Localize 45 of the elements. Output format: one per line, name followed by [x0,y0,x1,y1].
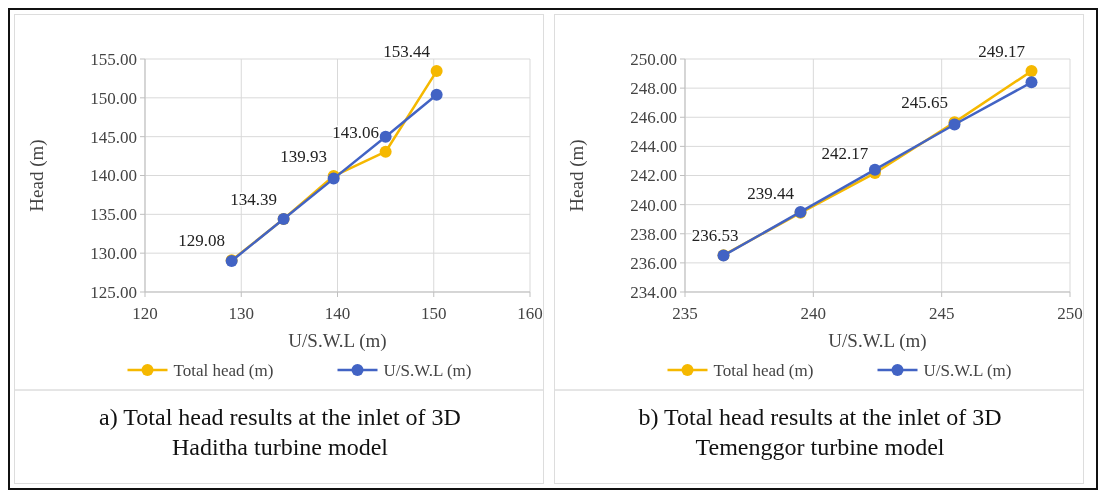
y-tick-label: 250.00 [630,49,677,69]
y-tick-label: 150.00 [90,88,137,108]
x-tick-label: 240 [800,304,827,323]
y-tick-label: 236.00 [630,253,677,273]
data-label: 129.08 [178,231,225,251]
legend-label: U/S.W.L (m) [383,360,472,380]
data-label: 245.65 [901,93,948,113]
y-tick-label: 140.00 [90,166,137,186]
data-label: 236.53 [691,226,739,246]
x-tick-label: 130 [228,304,254,323]
x-tick-label: 120 [132,304,158,323]
data-label: 153.44 [383,42,431,62]
x-axis-title: U/S.W.L (m) [828,330,927,352]
x-axis-title: U/S.W.L (m) [288,330,387,352]
x-tick-label: 140 [324,304,351,323]
y-tick-label: 240.00 [630,195,677,215]
y-tick-label: 130.00 [90,244,137,264]
x-tick-label: 160 [517,304,543,323]
legend-label: Total head (m) [173,360,274,380]
y-axis-title: Head (m) [566,139,588,212]
data-label: 134.39 [230,190,277,210]
y-tick-label: 248.00 [630,79,677,99]
x-tick-label: 250 [1057,304,1083,323]
y-tick-label: 242.00 [630,166,677,186]
x-tick-label: 150 [421,304,447,323]
y-tick-label: 155.00 [90,49,137,69]
text: b) Total head results at the inlet of 3D Temenggor turbine model [638,404,1002,460]
legend-label: U/S.W.L (m) [923,360,1012,380]
data-label: 239.44 [747,183,795,203]
data-label: 249.17 [978,42,1026,62]
data-label: 143.06 [332,122,379,142]
data-label: 139.93 [280,147,328,167]
text: a) Total head results at the inlet of 3D Haditha turbine model [99,404,461,460]
x-tick-label: 245 [928,304,955,323]
y-tick-label: 244.00 [630,137,677,157]
y-tick-label: 238.00 [630,224,677,244]
y-tick-label: 246.00 [630,108,677,128]
legend-label: Total head (m) [713,360,814,380]
x-tick-label: 235 [672,304,698,323]
y-tick-label: 125.00 [90,282,137,302]
y-tick-label: 234.00 [630,282,677,302]
y-tick-label: 135.00 [90,205,137,225]
y-axis-title: Head (m) [26,139,48,212]
data-label: 242.17 [821,144,869,164]
y-tick-label: 145.00 [90,127,137,147]
